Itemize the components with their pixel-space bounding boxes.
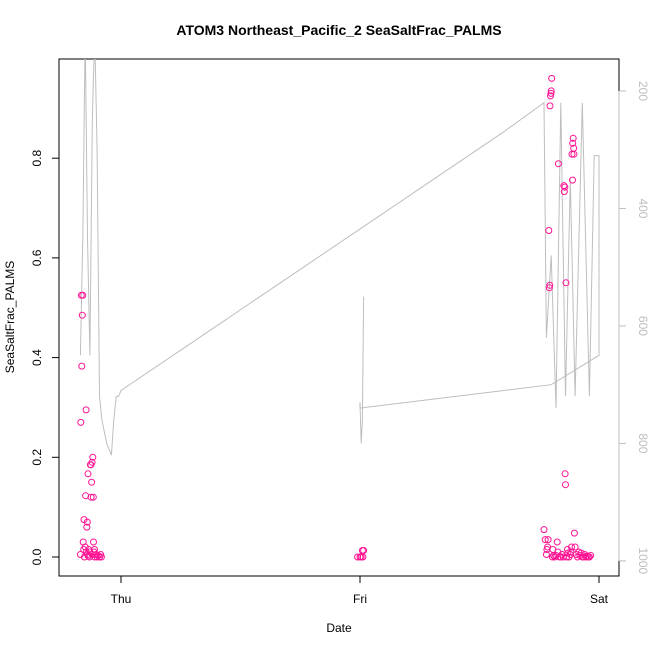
points-layer [76, 74, 595, 561]
chart-title: ATOM3 Northeast_Pacific_2 SeaSaltFrac_PA… [176, 22, 501, 38]
data-point [359, 553, 367, 561]
y-tick-label: 0.0 [30, 548, 44, 565]
data-point [89, 453, 97, 461]
data-point [562, 481, 569, 489]
data-point [546, 102, 554, 110]
data-point [90, 538, 97, 546]
data-point [568, 543, 575, 551]
y-axis-right: 200 400 600 800 1000 [618, 81, 650, 575]
data-point [547, 92, 554, 100]
data-point [540, 526, 548, 534]
data-point [79, 291, 87, 299]
data-point [78, 362, 86, 370]
data-point [548, 553, 556, 561]
data-point [561, 470, 569, 478]
data-point [560, 188, 568, 196]
data-point [567, 548, 575, 556]
data-point [88, 458, 96, 466]
data-point [77, 418, 85, 426]
data-point [83, 518, 91, 526]
data-point [84, 552, 92, 560]
data-point [547, 87, 555, 95]
data-point [89, 493, 97, 501]
pressure-line-layer [79, 59, 600, 456]
data-point [569, 134, 577, 142]
y-tick-label: 0.6 [30, 249, 44, 266]
x-tick-label: Sat [590, 592, 609, 606]
data-point [82, 406, 90, 414]
data-point [570, 150, 578, 158]
data-point [84, 470, 92, 478]
data-point [360, 547, 368, 554]
data-point [545, 284, 553, 292]
data-point [78, 311, 86, 319]
data-point [569, 176, 576, 184]
y-axis-left: 0.0 0.2 0.4 0.6 0.8 [30, 150, 60, 565]
y2-tick-label: 400 [636, 198, 650, 218]
y-axis-label: SeaSaltFrac_PALMS [3, 261, 17, 374]
x-tick-label: Thu [111, 592, 132, 606]
y-tick-label: 0.8 [30, 150, 44, 167]
y2-tick-label: 600 [636, 316, 650, 336]
data-point [546, 281, 554, 289]
data-point [544, 536, 552, 544]
data-point [561, 183, 569, 191]
x-axis: Thu Fri Sat [111, 575, 609, 606]
y2-tick-label: 1000 [636, 547, 650, 574]
data-point [554, 160, 562, 168]
y-tick-label: 0.4 [30, 349, 44, 366]
data-point [354, 553, 362, 561]
data-point [541, 536, 549, 544]
x-axis-label: Date [326, 621, 352, 635]
data-point [569, 139, 577, 147]
data-point [91, 546, 98, 553]
data-point [582, 553, 590, 561]
data-point [87, 493, 95, 501]
data-point [88, 478, 96, 486]
data-point [547, 89, 555, 97]
data-point [585, 553, 593, 561]
data-point [83, 523, 91, 531]
data-point [571, 543, 579, 551]
data-point [545, 227, 553, 234]
x-tick-label: Fri [353, 592, 367, 606]
data-point [562, 279, 570, 287]
data-point [553, 538, 561, 546]
plot-frame [58, 58, 620, 577]
y2-tick-label: 200 [636, 81, 650, 101]
y-tick-label: 0.2 [30, 449, 44, 466]
data-point [548, 74, 556, 82]
data-point [570, 529, 578, 537]
y2-tick-label: 800 [636, 433, 650, 453]
data-point [97, 553, 105, 561]
pressure-line [79, 59, 600, 456]
data-point [542, 551, 550, 558]
data-point [587, 552, 595, 559]
